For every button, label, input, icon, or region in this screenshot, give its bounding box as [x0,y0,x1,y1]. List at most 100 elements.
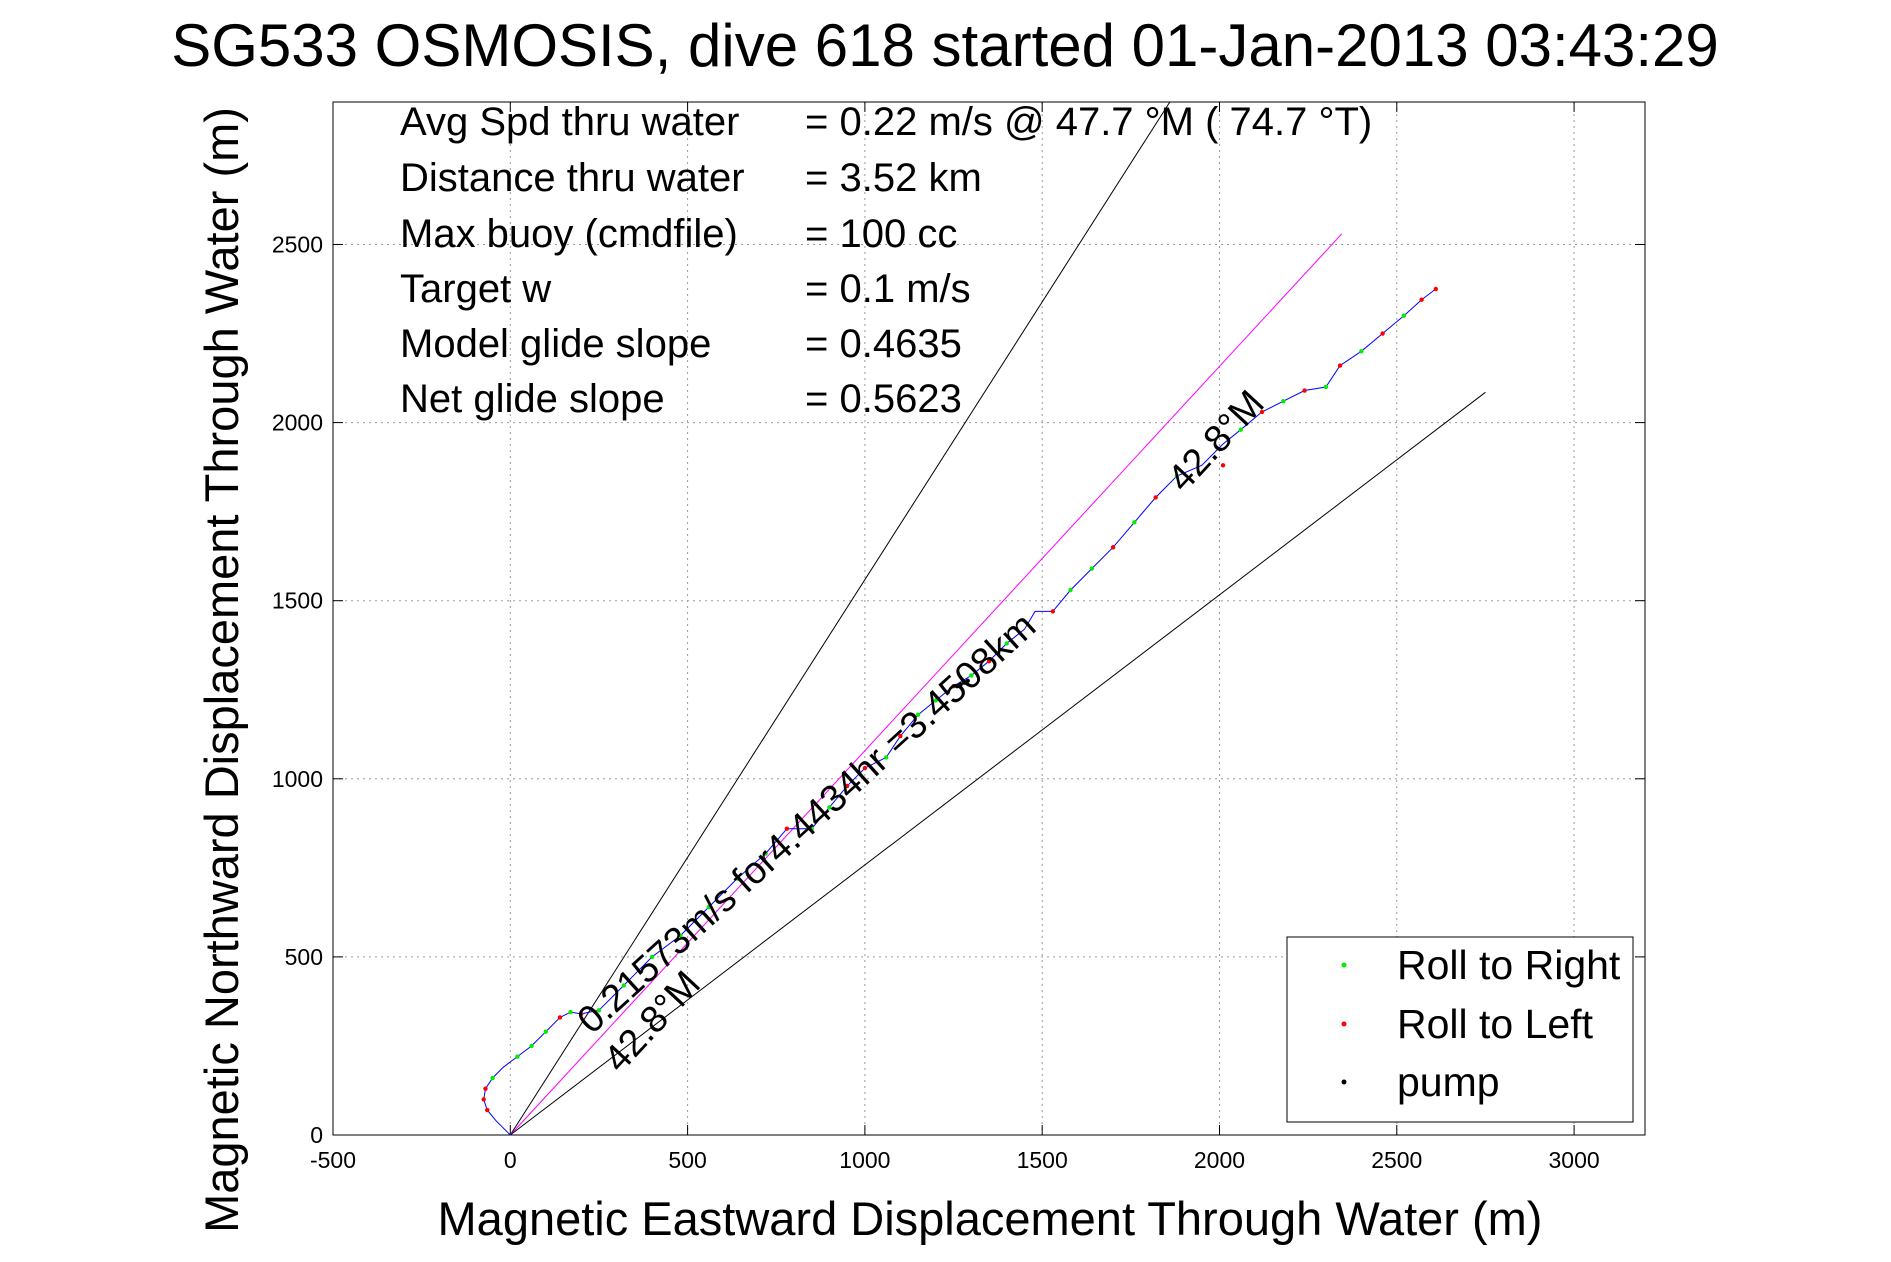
marker-roll-to-right [649,954,655,960]
reference-line-lower [509,391,1486,1136]
reference-lines [509,101,1486,1136]
marker-roll-to-right [969,673,974,678]
marker-roll-to-right [1089,566,1095,571]
marker-roll-to-left [483,1086,488,1091]
x-tick-label: 1500 [1017,1147,1068,1173]
marker-roll-to-left [485,1107,490,1113]
stat-value: = 0.5623 [805,377,962,421]
marker-roll-to-right [1401,313,1407,318]
y-tick-label: 500 [285,944,323,970]
marker-roll-to-right [515,1054,520,1059]
marker-roll-to-left [784,826,790,831]
legend-entry: pump [1397,1059,1500,1105]
x-tick-label: -500 [310,1147,356,1173]
y-tick-label: 1000 [272,766,323,792]
roll-markers [481,286,1438,1113]
x-tick-label: 500 [668,1147,706,1173]
stat-label: Model glide slope [400,322,711,366]
reference-line-heading [509,233,1343,1136]
marker-roll-to-left [481,1097,486,1102]
marker-roll-to-right [1238,427,1243,432]
legend-box [1286,936,1634,1123]
marker-roll-to-right [1004,641,1009,646]
marker-roll-to-right [883,755,889,760]
stat-label: Avg Spd thru water [400,100,739,144]
stat-label: Distance thru water [400,156,745,200]
x-tick-label: 3000 [1548,1147,1599,1173]
stat-value: = 0.22 m/s @ 47.7 °M ( 74.7 °T) [805,100,1372,144]
marker-roll-to-right [568,1009,573,1015]
x-tick-label: 0 [504,1147,517,1173]
chart-title: SG533 OSMOSIS, dive 618 started 01-Jan-2… [171,12,1719,79]
marker-roll-to-right [915,712,921,717]
marker-roll-to-right [1323,384,1329,390]
y-tick-label: 0 [310,1122,323,1148]
marker-roll-to-right [1132,520,1137,525]
marker-roll-to-left [1337,363,1343,368]
plot-area [332,101,1646,1136]
marker-roll-to-right [490,1075,495,1081]
marker-roll-to-left [862,765,868,771]
marker-roll-to-left [1419,297,1424,302]
annotations: 42.8°M0.21573m/s for4.4434hr =3.4508km42… [570,383,1273,1081]
y-tick-label: 2000 [272,410,323,436]
marker-roll-to-right [933,698,939,703]
marker-roll-to-right [543,1029,548,1034]
stat-value: = 3.52 km [805,156,982,200]
x-tick-label: 2500 [1371,1147,1422,1173]
marker-roll-to-left [986,659,992,664]
legend: Roll to Right Roll to Left pump [1286,936,1634,1123]
marker-pump [965,678,970,684]
stat-value: = 100 cc [805,212,957,256]
legend-swatch [1341,1079,1347,1085]
marker-roll-to-right [763,851,768,856]
marker-roll-to-right [1174,473,1180,479]
x-axis-label: Magnetic Eastward Displacement Through W… [438,1192,1543,1245]
marker-roll-to-right [827,805,832,810]
legend-swatch [1341,1021,1347,1027]
stats-block: Avg Spd thru water = 0.22 m/s @ 47.7 °M (… [400,100,1372,421]
marker-pump [958,682,963,687]
marker-roll-to-right [529,1043,534,1049]
marker-roll-to-right [1068,587,1073,593]
stat-label: Net glide slope [400,377,665,421]
legend-entry: Roll to Left [1397,1001,1594,1047]
stat-value: = 0.1 m/s [805,267,971,311]
marker-roll-to-right [809,826,814,831]
marker-roll-to-left [1110,545,1116,550]
legend-swatch [1341,962,1347,968]
annotation-label: 42.8°M [1160,383,1273,500]
marker-roll-to-right [735,876,740,881]
marker-roll-to-left [1380,331,1385,336]
x-tick-label: 2000 [1194,1147,1245,1173]
marker-pump [961,680,967,685]
stat-value: = 0.4635 [805,322,962,366]
marker-roll-to-left [1220,463,1226,468]
marker-roll-to-left [951,683,956,689]
stat-label: Target w [400,267,551,311]
marker-roll-to-right [706,904,712,910]
y-axis-label: Magnetic Northward Displacement Through … [195,107,248,1233]
reference-line-upper [509,101,1171,1136]
marker-roll-to-left [1153,495,1158,500]
y-tick-label: 1500 [272,588,323,614]
marker-roll-to-right [678,933,683,938]
marker-roll-to-left [557,1015,563,1020]
marker-pump [954,683,960,689]
marker-roll-to-left [1259,409,1265,415]
marker-roll-to-left [1433,286,1438,292]
stat-label: Max buoy (cmdfile) [400,212,738,256]
x-tick-label: 1000 [839,1147,890,1173]
marker-roll-to-left [898,733,903,739]
marker-roll-to-right [596,1008,602,1013]
legend-entry: Roll to Right [1397,942,1621,988]
marker-roll-to-left [1050,609,1056,614]
y-tick-label: 2500 [272,231,323,257]
marker-roll-to-right [621,983,626,988]
marker-roll-to-left [579,1011,584,1017]
marker-roll-to-left [844,783,850,789]
marker-roll-to-right [1359,349,1364,354]
axis-ticks: -500 0 500 1000 1500 2000 2500 3000050010001500… [272,102,1645,1173]
marker-roll-to-left [1302,388,1307,393]
